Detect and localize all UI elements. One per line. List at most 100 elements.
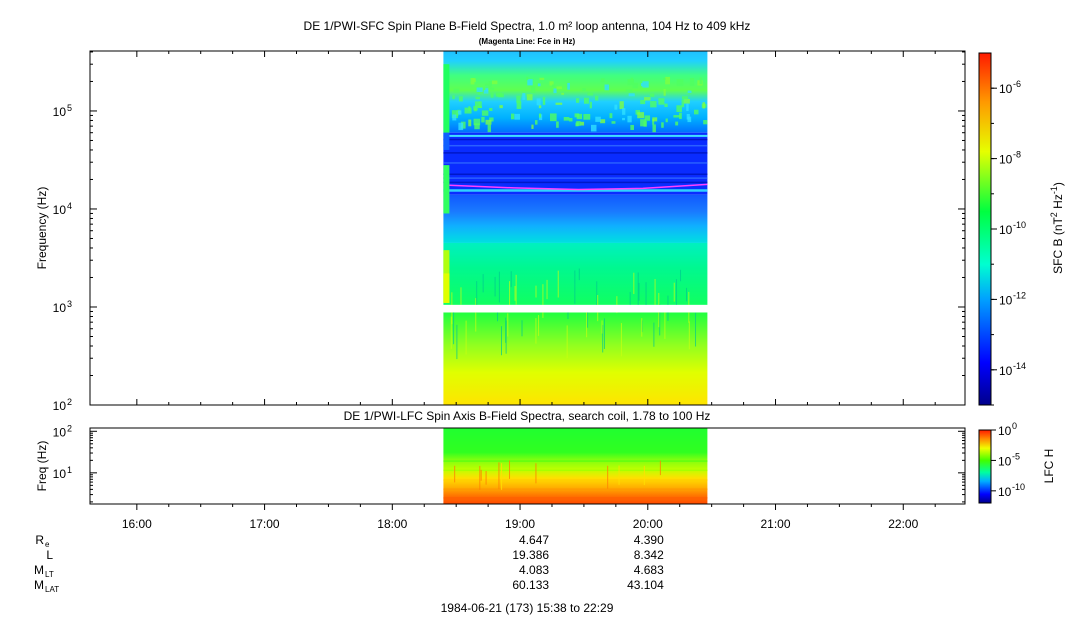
lfc-streak bbox=[618, 465, 620, 485]
lfc-streak bbox=[498, 462, 500, 490]
sfc-streak bbox=[675, 279, 677, 311]
sfc-emission-cell bbox=[644, 115, 651, 121]
sfc-streak bbox=[654, 278, 656, 306]
sfc-emission-cell bbox=[476, 87, 483, 93]
sfc-emission-cell bbox=[681, 96, 689, 100]
sfc-streak bbox=[601, 320, 603, 334]
sfc-emission-cell bbox=[473, 105, 478, 111]
sfc-emission-cell bbox=[489, 108, 493, 112]
sfc-streak bbox=[587, 311, 589, 328]
time-axis: 16:00 17:00 18:00 19:00 20:00 21:00 22:00 bbox=[90, 51, 965, 531]
lfc-colorbar bbox=[978, 429, 992, 504]
ephemeris-value: 4.683 bbox=[634, 563, 664, 577]
lfc-title: DE 1/PWI-LFC Spin Axis B-Field Spectra, … bbox=[344, 409, 711, 423]
sfc-streak bbox=[535, 285, 537, 298]
sfc-emission-cell bbox=[576, 121, 581, 126]
sfc-emission-cell bbox=[622, 117, 625, 121]
sfc-emission-cell bbox=[673, 115, 681, 118]
lfc-y-tick-exponent: 1 bbox=[67, 465, 72, 475]
sfc-streak bbox=[686, 287, 688, 302]
sfc-streak bbox=[637, 272, 639, 308]
sfc-y-tick-label: 10 bbox=[53, 203, 67, 217]
sfc-emission-cell bbox=[452, 114, 457, 121]
sfc-emission-cell bbox=[664, 103, 668, 107]
sfc-emission-cell bbox=[499, 105, 503, 109]
sfc-emission-cell bbox=[686, 103, 689, 111]
sfc-emission-cell bbox=[563, 117, 570, 121]
sfc-streak bbox=[482, 274, 484, 293]
sfc-cbar-label-end: ) bbox=[1051, 182, 1065, 186]
sfc-band-bottom bbox=[443, 312, 708, 405]
sfc-bright-line bbox=[443, 134, 708, 137]
ephemeris-value: 19.386 bbox=[512, 548, 549, 562]
sfc-streak bbox=[664, 311, 666, 339]
ephemeris-label-subscript: LAT bbox=[45, 585, 59, 594]
sfc-emission-cell bbox=[663, 89, 666, 96]
lfc-streak bbox=[509, 460, 511, 479]
sfc-emission-cell bbox=[481, 116, 485, 123]
sfc-edge-segment bbox=[443, 273, 450, 303]
ephemeris-value: 43.104 bbox=[627, 578, 664, 592]
lfc-cbar-tick-exponent: -5 bbox=[1012, 451, 1020, 461]
sfc-streak bbox=[450, 316, 452, 349]
sfc-streak bbox=[498, 271, 500, 303]
sfc-emission-cell bbox=[561, 92, 565, 95]
sfc-emission-cell bbox=[516, 101, 522, 109]
sfc-band-low bbox=[443, 242, 708, 305]
lfc-y-tick-label: 10 bbox=[53, 425, 67, 439]
sfc-y-tick-label: 10 bbox=[53, 301, 67, 315]
sfc-streak bbox=[514, 285, 516, 301]
lfc-block bbox=[443, 428, 708, 504]
lfc-streak bbox=[643, 465, 645, 486]
time-tick-label: 19:00 bbox=[505, 517, 535, 531]
sfc-emission-cell bbox=[526, 94, 533, 101]
sfc-streak bbox=[546, 279, 548, 300]
sfc-y-tick-label: 10 bbox=[53, 105, 67, 119]
sfc-emission-cell bbox=[575, 98, 580, 103]
sfc-streak bbox=[494, 276, 496, 297]
ephemeris-label: R bbox=[35, 533, 44, 547]
sfc-emission-cell bbox=[640, 119, 646, 127]
sfc-emission-cell bbox=[475, 96, 481, 100]
sfc-emission-cell bbox=[452, 95, 455, 100]
lfc-band-line bbox=[443, 488, 708, 491]
lfc-cbar-tick-exponent: 0 bbox=[1012, 421, 1017, 431]
sfc-emission-cell bbox=[478, 91, 481, 95]
sfc-emission-cell bbox=[661, 122, 664, 128]
sfc-emission-cell bbox=[458, 122, 464, 131]
sfc-cbar-tick-label: 10 bbox=[999, 364, 1013, 378]
sfc-emission-cell bbox=[630, 124, 634, 130]
sfc-emission-cell bbox=[485, 83, 492, 89]
lfc-streak bbox=[485, 470, 487, 485]
sfc-emission-cell bbox=[665, 118, 668, 123]
sfc-emission-cell bbox=[649, 93, 655, 97]
sfc-streak bbox=[673, 282, 675, 302]
sfc-streak bbox=[510, 271, 512, 288]
sfc-streak bbox=[535, 318, 537, 344]
time-tick-label: 22:00 bbox=[888, 517, 918, 531]
sfc-emission-cell bbox=[483, 89, 489, 94]
lfc-streak bbox=[607, 465, 609, 489]
lfc-band-line bbox=[443, 497, 708, 499]
sfc-emission-cell bbox=[552, 84, 555, 87]
lfc-streak bbox=[535, 463, 537, 484]
sfc-streak bbox=[638, 282, 640, 301]
sfc-emission-cell bbox=[694, 109, 699, 115]
sfc-streak bbox=[515, 274, 517, 305]
sfc-streak bbox=[616, 296, 618, 314]
ephemeris-value: 4.647 bbox=[519, 533, 549, 547]
sfc-emission-cell bbox=[642, 81, 649, 88]
sfc-y-label: Frequency (Hz) bbox=[35, 187, 49, 270]
sfc-emission-cell bbox=[652, 117, 658, 122]
sfc-emission-cell bbox=[583, 113, 591, 120]
sfc-emission-cell bbox=[556, 86, 562, 89]
sfc-streak bbox=[629, 291, 631, 306]
sfc-emission-cell bbox=[468, 106, 471, 111]
sfc-streak bbox=[521, 320, 523, 337]
sfc-emission-cell bbox=[632, 82, 638, 89]
sfc-emission-cell bbox=[703, 120, 708, 125]
sfc-plot-frame bbox=[89, 50, 966, 406]
sfc-cbar-label-sup1: 2 bbox=[1049, 212, 1059, 217]
